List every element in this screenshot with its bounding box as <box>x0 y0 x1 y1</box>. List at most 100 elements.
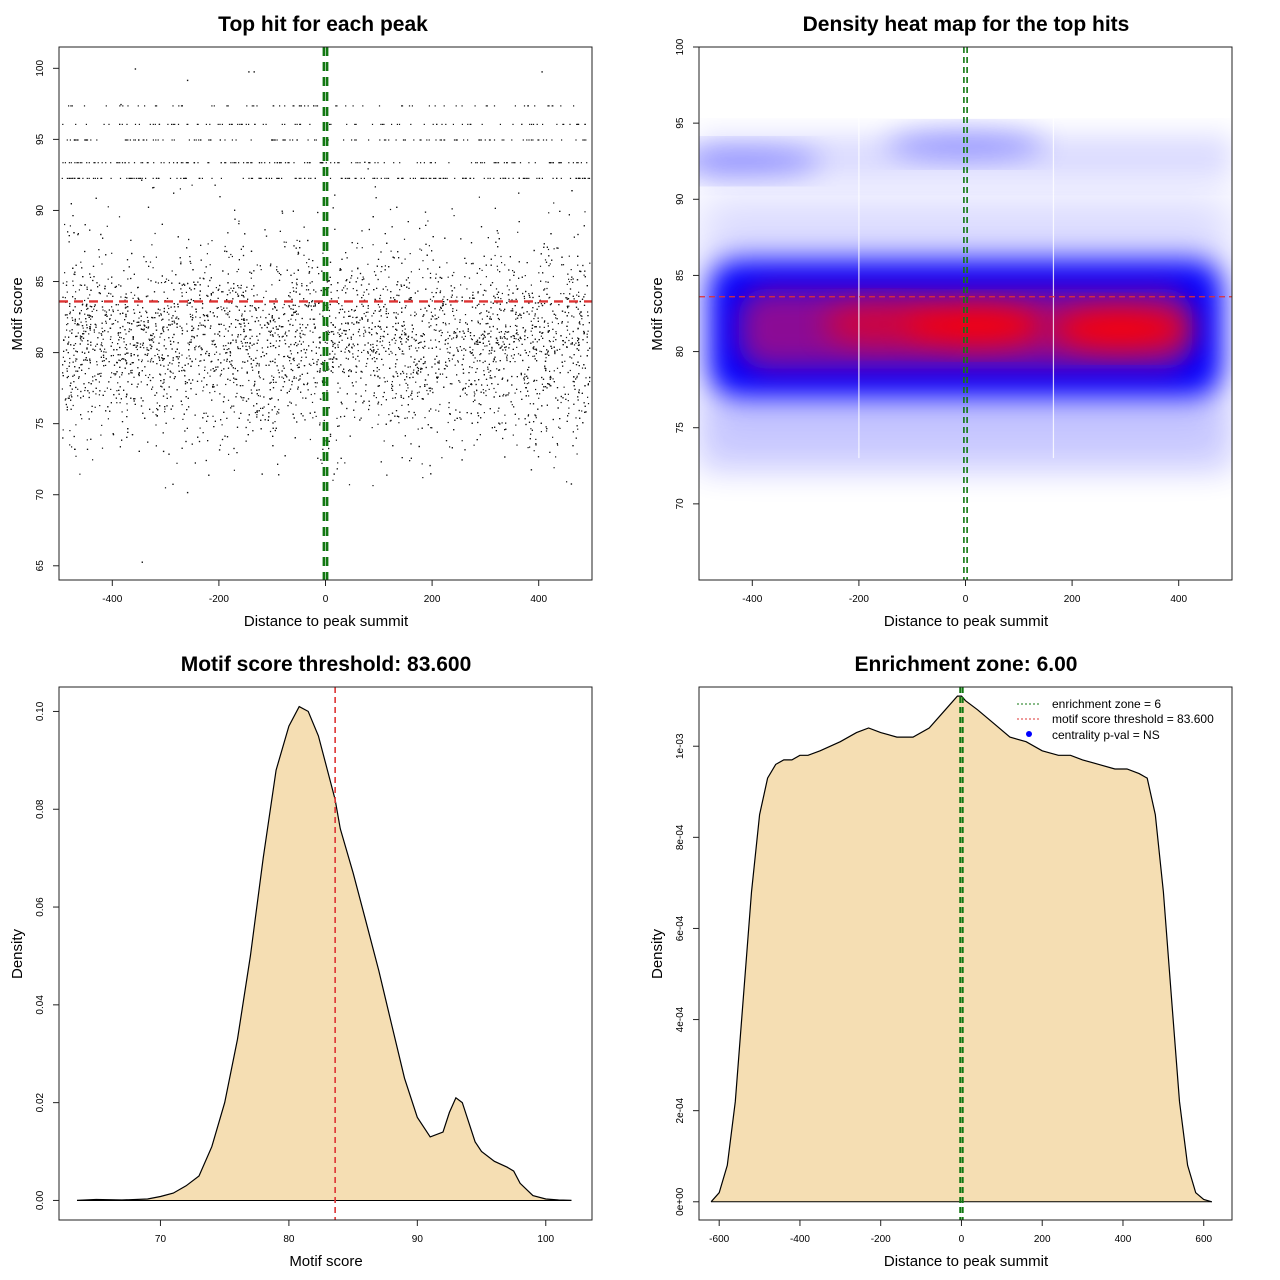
scatter-point <box>102 237 104 239</box>
scatter-point <box>98 292 100 294</box>
scatter-point <box>80 284 83 286</box>
scatter-point <box>173 306 176 308</box>
scatter-point <box>446 365 448 367</box>
scatter-point <box>534 302 537 304</box>
scatter-point <box>568 312 570 314</box>
scatter-point <box>505 326 507 328</box>
scatter-point <box>72 296 74 298</box>
scatter-point <box>295 377 297 379</box>
scatter-point <box>256 403 258 405</box>
scatter-point <box>232 367 234 369</box>
scatter-point <box>482 389 484 391</box>
scatter-point <box>111 276 113 278</box>
scatter-point <box>337 391 339 393</box>
scatter-point <box>311 309 313 311</box>
scatter-point <box>312 331 314 333</box>
scatter-point <box>310 393 312 396</box>
scatter-point <box>295 342 297 344</box>
scatter-point <box>162 357 164 360</box>
scatter-point <box>205 459 207 462</box>
scatter-point <box>64 272 66 274</box>
scatter-point <box>281 336 283 338</box>
scatter-point <box>568 255 570 257</box>
scatter-point <box>302 397 304 399</box>
scatter-point <box>539 265 542 267</box>
scatter-point <box>528 302 530 304</box>
scatter-point <box>118 284 120 286</box>
scatter-point <box>85 321 87 323</box>
scatter-point <box>456 328 458 330</box>
scatter-point <box>112 323 115 325</box>
scatter-point <box>413 338 415 340</box>
scatter-point <box>546 353 548 355</box>
scatter-point <box>147 376 149 379</box>
scatter-point <box>234 367 236 370</box>
scatter-point <box>518 418 520 420</box>
scatter-point <box>171 270 173 272</box>
scatter-point <box>382 335 384 337</box>
scatter-point <box>105 254 107 256</box>
scatter-point <box>416 392 419 394</box>
scatter-point <box>107 278 109 280</box>
scatter-point <box>534 414 536 416</box>
scatter-point <box>301 330 303 332</box>
scatter-point <box>521 276 523 278</box>
scatter-point <box>349 315 351 317</box>
scatter-point <box>566 283 568 285</box>
scatter-point <box>482 337 485 339</box>
heatmap-xlabel: Distance to peak summit <box>884 613 1049 630</box>
scatter-point <box>199 322 201 324</box>
scatter-point <box>73 348 75 350</box>
scatter-point <box>573 316 575 318</box>
scatter-point <box>371 427 373 429</box>
scatter-point <box>147 360 149 362</box>
scatter-point <box>217 297 219 299</box>
scatter-point <box>377 401 380 403</box>
scatter-point <box>428 387 430 389</box>
scatter-point <box>157 308 159 310</box>
scatter-point <box>71 329 73 331</box>
scatter-point <box>179 325 181 327</box>
scatter-point <box>252 430 254 432</box>
scatter-point <box>233 469 235 471</box>
scatter-point <box>479 354 481 356</box>
scatter-point <box>456 309 458 311</box>
scatter-point <box>207 372 209 374</box>
scatter-point <box>167 364 169 366</box>
scatter-point <box>388 341 390 343</box>
scatter-point <box>69 225 71 227</box>
scatter-point <box>491 383 493 385</box>
scatter-point <box>521 343 523 345</box>
scatter-point <box>307 389 309 391</box>
scatter-point <box>565 297 567 299</box>
scatter-point <box>480 283 482 286</box>
scatter-point <box>430 318 432 320</box>
scatter-point <box>344 351 346 353</box>
scatter-point <box>182 418 184 420</box>
scatter-point <box>348 370 350 372</box>
scatter-point <box>355 358 357 360</box>
scatter-point <box>206 253 208 255</box>
scatter-point <box>566 329 569 331</box>
scatter-point <box>172 336 174 339</box>
scatter-point <box>71 388 73 390</box>
scatter-point <box>404 379 406 381</box>
scatter-point <box>580 355 582 357</box>
scatter-point <box>163 389 165 391</box>
scatter-point <box>417 428 419 430</box>
scatter-point <box>445 364 447 366</box>
scatter-point <box>472 291 474 293</box>
scatter-point <box>461 349 463 351</box>
scatter-point <box>375 197 377 199</box>
scatter-point <box>224 310 226 312</box>
scatter-point <box>378 310 380 312</box>
scatter-point <box>404 258 406 260</box>
scatter-point <box>490 307 492 309</box>
scatter-point <box>75 350 77 352</box>
scatter-point <box>290 318 292 320</box>
scatter-point <box>328 440 330 442</box>
scatter-point <box>425 224 427 226</box>
scatter-point <box>492 360 494 363</box>
scatter-point <box>78 318 80 320</box>
scatter-point <box>567 393 569 395</box>
